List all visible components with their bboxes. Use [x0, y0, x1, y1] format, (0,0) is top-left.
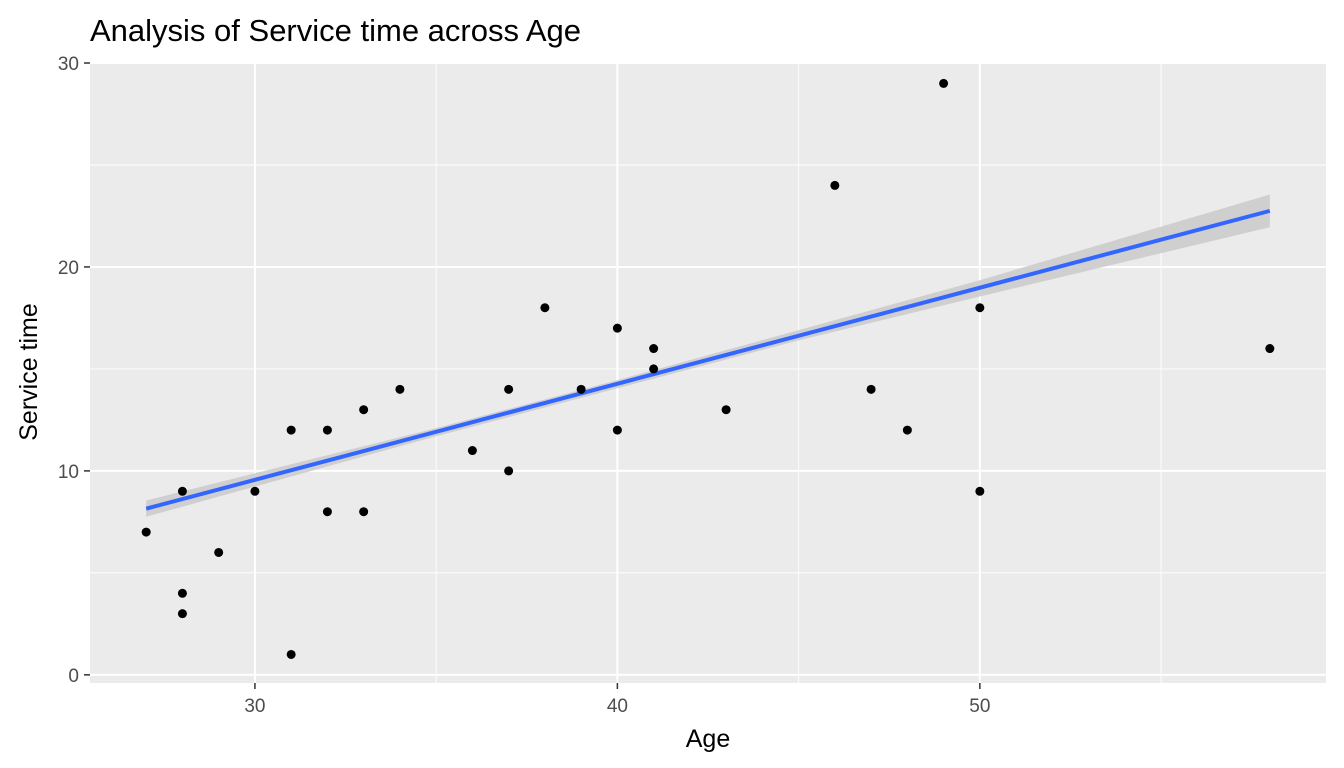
data-point — [214, 547, 224, 557]
x-tick-label: 30 — [244, 696, 265, 717]
x-axis-label: Age — [686, 725, 730, 753]
chart-title: Analysis of Service time across Age — [90, 13, 581, 48]
data-point — [322, 507, 332, 517]
data-point — [250, 486, 260, 496]
data-point — [721, 405, 731, 415]
data-point — [395, 384, 405, 394]
y-tick-label: 20 — [58, 258, 79, 279]
data-point — [649, 364, 659, 374]
data-point — [649, 344, 659, 354]
x-tick-label: 40 — [607, 696, 628, 717]
axes: 30 40 50 0 10 20 30 — [58, 54, 991, 717]
data-point — [141, 527, 151, 537]
data-point — [322, 425, 332, 435]
data-point — [286, 649, 296, 659]
data-point — [612, 425, 622, 435]
data-point — [286, 425, 296, 435]
data-point — [177, 588, 187, 598]
data-point — [576, 384, 586, 394]
data-points — [141, 78, 1275, 659]
trend-line — [145, 208, 1271, 511]
data-point — [830, 180, 840, 190]
data-point — [612, 323, 622, 333]
plot-panel — [90, 62, 1326, 683]
data-point — [177, 486, 187, 496]
x-tick-label: 50 — [969, 696, 990, 717]
data-point — [1265, 344, 1275, 354]
panel-background — [90, 62, 1326, 683]
regression-line — [145, 208, 1271, 511]
y-tick-label: 10 — [58, 462, 79, 483]
data-point — [504, 384, 514, 394]
data-point — [359, 405, 369, 415]
data-point — [975, 486, 985, 496]
y-axis-label: Service time — [15, 303, 43, 441]
data-point — [902, 425, 912, 435]
y-tick-label: 30 — [58, 54, 79, 75]
y-tick-label: 0 — [68, 666, 79, 687]
data-point — [540, 303, 550, 313]
data-point — [939, 78, 949, 88]
data-point — [359, 507, 369, 517]
data-point — [504, 466, 514, 476]
data-point — [866, 384, 876, 394]
data-point — [975, 303, 985, 313]
data-point — [467, 446, 477, 456]
data-point — [177, 609, 187, 619]
